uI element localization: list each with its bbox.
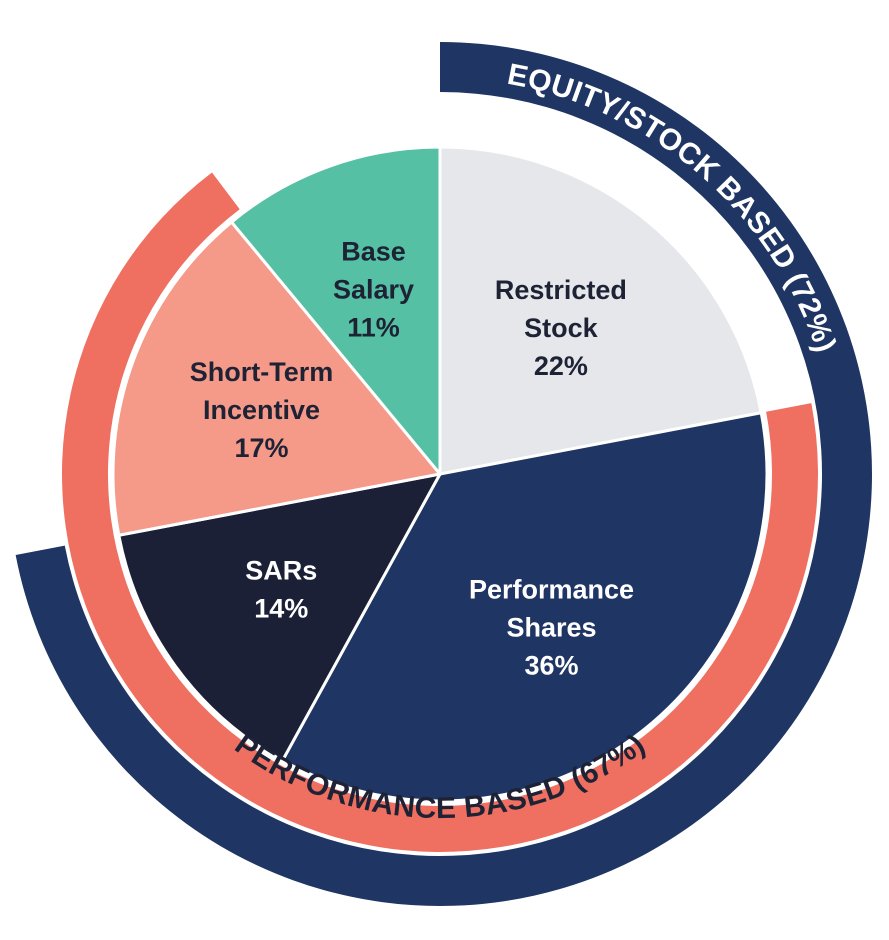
slice-label-performance-shares: Performance Shares 36% — [469, 574, 634, 680]
pie-slice-sars — [117, 472, 442, 763]
pie-slice-base-salary — [230, 145, 442, 476]
pie-slice-performance-shares — [280, 411, 769, 803]
slice-label-restricted-stock: Restricted Stock 22% — [495, 275, 627, 381]
slice-label-short-term-incentive: Short-Term Incentive 17% — [190, 357, 334, 463]
pie-slice-restricted-stock — [438, 145, 763, 476]
slice-label-sars: SARs 14% — [245, 555, 317, 623]
pie-slice-short-term-incentive — [111, 220, 442, 537]
slice-label-base-salary: Base Salary 11% — [333, 236, 414, 342]
